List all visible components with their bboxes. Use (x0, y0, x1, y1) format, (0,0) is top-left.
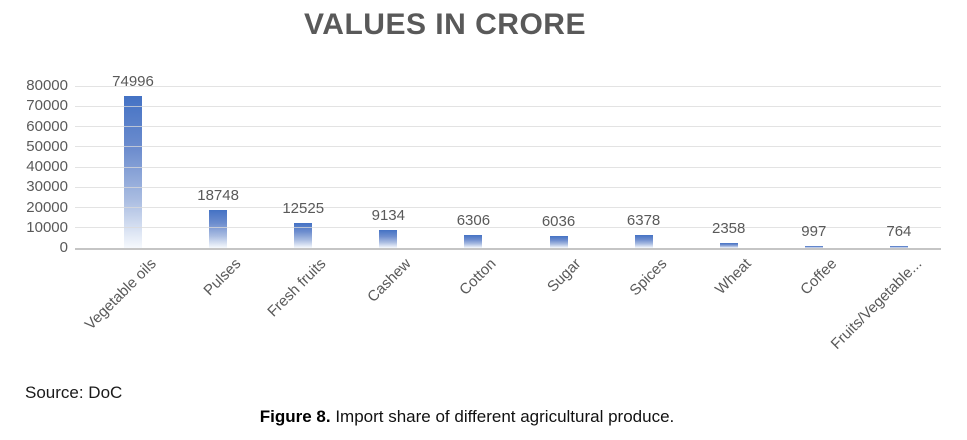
bar (379, 229, 398, 248)
figure-caption-text: Import share of different agricultural p… (330, 407, 675, 426)
bar (889, 246, 908, 248)
figure-caption: Figure 8. Import share of different agri… (260, 407, 675, 427)
y-tick-label: 80000 (26, 77, 68, 94)
y-tick-label: 60000 (26, 117, 68, 135)
category-label: Fruits/Vegetable... (827, 255, 926, 353)
bar (124, 96, 142, 248)
gridline (75, 105, 941, 107)
bar (209, 210, 228, 248)
bar (634, 235, 653, 248)
bar (294, 222, 313, 248)
value-label: 18748 (197, 187, 239, 205)
category-label: Cotton (456, 255, 500, 299)
value-label: 764 (886, 223, 912, 241)
category-label: Vegetable oils (81, 255, 160, 334)
y-tick-label: 30000 (26, 178, 68, 196)
value-label: 6378 (626, 212, 661, 230)
y-tick-label: 20000 (26, 198, 68, 216)
category-label: Pulses (200, 255, 245, 300)
y-tick-label: 0 (59, 239, 68, 256)
y-tick-label: 70000 (26, 97, 68, 115)
bar (549, 235, 568, 248)
gridline (75, 207, 941, 208)
bar (719, 243, 738, 248)
value-label: 6306 (456, 212, 491, 230)
value-label: 997 (801, 222, 827, 240)
gridline (75, 227, 941, 229)
source-note: Source: DoC (25, 383, 123, 402)
gridline (75, 186, 941, 188)
gridline (75, 85, 941, 87)
category-label: Fresh fruits (264, 255, 330, 321)
y-tick-label: 40000 (26, 158, 68, 175)
y-tick-label: 10000 (26, 218, 68, 236)
bar (804, 245, 823, 248)
value-label: 12525 (282, 199, 325, 217)
gridline (75, 126, 941, 127)
value-label: 9134 (371, 206, 405, 224)
value-label: 2358 (712, 220, 746, 238)
bar (464, 235, 483, 248)
category-label: Coffee (797, 255, 841, 299)
category-label: Wheat (712, 255, 756, 298)
figure-caption-number: Figure 8. (259, 407, 331, 426)
y-tick-label: 50000 (26, 137, 68, 155)
chart-title: VALUES IN CRORE (304, 8, 586, 41)
category-label: Sugar (544, 255, 585, 296)
value-label: 74996 (112, 73, 154, 91)
value-label: 6036 (541, 212, 576, 230)
category-label: Cashew (364, 255, 415, 306)
x-axis-line (75, 247, 941, 250)
gridline (75, 166, 941, 168)
gridline (75, 146, 941, 148)
category-label: Spices (626, 255, 670, 300)
